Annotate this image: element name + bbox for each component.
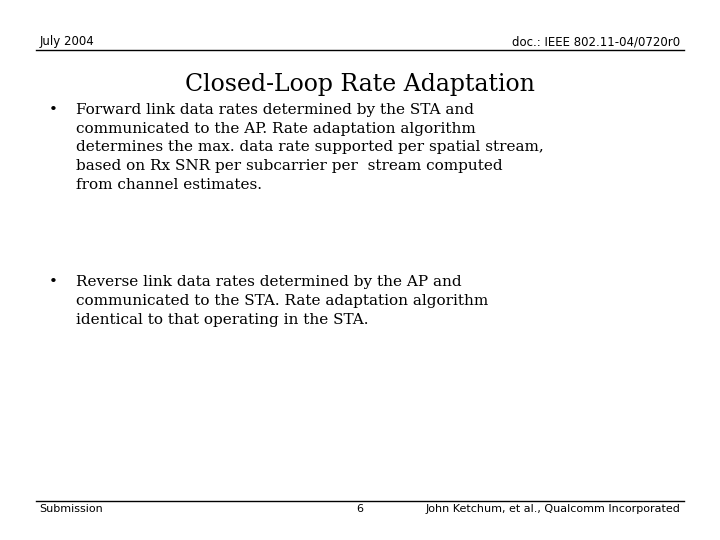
- Text: July 2004: July 2004: [40, 35, 94, 48]
- Text: Forward link data rates determined by the STA and
communicated to the AP. Rate a: Forward link data rates determined by th…: [76, 103, 544, 192]
- Text: Reverse link data rates determined by the AP and
communicated to the STA. Rate a: Reverse link data rates determined by th…: [76, 275, 488, 327]
- Text: Submission: Submission: [40, 504, 104, 514]
- Text: Closed-Loop Rate Adaptation: Closed-Loop Rate Adaptation: [185, 73, 535, 96]
- Text: 6: 6: [356, 504, 364, 514]
- Text: John Ketchum, et al., Qualcomm Incorporated: John Ketchum, et al., Qualcomm Incorpora…: [426, 504, 680, 514]
- Text: •: •: [49, 103, 58, 117]
- Text: •: •: [49, 275, 58, 289]
- Text: doc.: IEEE 802.11-04/0720r0: doc.: IEEE 802.11-04/0720r0: [512, 35, 680, 48]
